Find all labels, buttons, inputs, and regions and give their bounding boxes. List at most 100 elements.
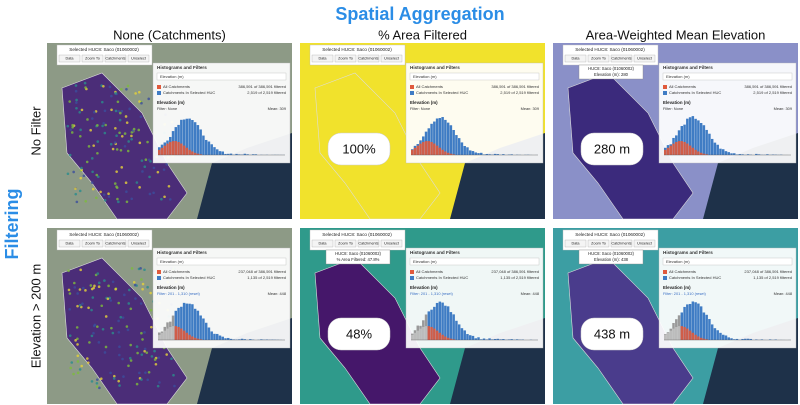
catchment-dot [120,87,123,91]
dropdown[interactable] [156,257,287,266]
catchment-dot [76,371,80,375]
figure-title: Spatial Aggregation [335,4,504,24]
dropdown[interactable] [662,72,793,81]
hist-bar [430,309,433,340]
button-label: Catchments [105,57,125,61]
hist-bar-local [171,141,175,155]
hist-bar [471,335,475,340]
catchment-dot [135,181,139,184]
hist-bar [699,306,703,340]
button[interactable] [610,54,633,63]
hist-bar [727,337,730,340]
hist-bar-local [191,151,194,155]
legend-label: All Catchments [416,269,443,274]
button[interactable] [564,54,587,63]
mean-text: Mean: 309 [521,106,539,111]
hist-bar [705,314,708,340]
catchment-dot [111,331,115,335]
dropdown[interactable] [409,72,540,81]
field-label: Elevation (m) [157,285,185,290]
catchment-dot [139,302,143,305]
button-label: Unselect [384,57,400,61]
catchment-dot [140,353,144,356]
button-label: Catchments [358,242,378,246]
button-label: Data [65,57,74,61]
button[interactable] [587,54,610,63]
button-label: Zoom To [591,57,606,61]
button[interactable] [334,239,357,248]
value-badge-text: 48% [346,326,372,341]
legend-label: Catchments In Selected HUC [416,275,468,280]
catchment-dot [80,364,83,368]
value-badge [327,317,391,351]
catchment-dot [91,117,94,120]
button[interactable] [104,239,127,248]
button[interactable] [633,54,656,63]
button-label: Catchments [105,242,125,246]
button[interactable] [127,239,150,248]
button[interactable] [334,54,357,63]
hist-bar-local [419,328,422,340]
button[interactable] [357,239,380,248]
dropdown[interactable] [409,257,540,266]
hist-bar [210,144,213,155]
catchment-dot [103,351,107,354]
value-badge-text: 100% [342,141,376,156]
button[interactable] [81,239,104,248]
button[interactable] [58,239,81,248]
hist-bar [215,333,219,340]
button[interactable] [380,54,403,63]
catchment-dot [101,124,104,128]
button[interactable] [104,54,127,63]
catchment-dot [74,89,78,93]
hist-bar [191,119,194,155]
hist-bar-local [672,143,675,155]
button[interactable] [81,54,104,63]
button[interactable] [564,239,587,248]
hist-bar-local [193,152,197,155]
button[interactable] [633,239,656,248]
hist-bar [741,338,744,340]
dropdown[interactable] [662,257,793,266]
hist-bar-local [672,328,675,340]
catchment-dot [118,353,121,357]
hist-bar [185,303,189,340]
catchment-dot [118,118,122,122]
hist-bar [215,149,219,155]
catchment-dot [110,94,113,98]
hist-bar [185,118,189,155]
catchment-dot [66,172,70,176]
legend-label: Catchments In Selected HUC [669,90,721,95]
hist-bar [196,125,200,155]
catchment-dot [127,364,130,368]
catchment-dot [92,110,96,114]
catchment-dot [79,176,83,180]
catchment-dot [91,187,95,191]
button[interactable] [127,54,150,63]
catchment-dot [71,123,74,127]
value-badge [327,132,391,166]
button[interactable] [58,54,81,63]
hist-bar [254,154,258,155]
button[interactable] [311,239,334,248]
catchment-dot [132,280,136,284]
hist-bar [488,338,491,340]
button[interactable] [380,239,403,248]
catchment-dot [78,189,82,193]
catchment-dot [127,302,131,305]
catchment-dot [130,134,133,138]
hist-bar [177,124,180,155]
map-panel: Selected HUC8: Saco (01060002) Data Zoom T… [553,228,798,404]
hist-bar-local [166,328,169,340]
field-label: Elevation (m) [663,285,691,290]
button[interactable] [357,54,380,63]
hist-bar [227,153,230,155]
dropdown[interactable] [156,72,287,81]
hist-bar [180,119,183,155]
hist-bar [457,138,461,155]
button[interactable] [610,239,633,248]
button[interactable] [587,239,610,248]
catchment-dot [117,319,120,323]
button-label: Zoom To [85,57,100,61]
button[interactable] [311,54,334,63]
